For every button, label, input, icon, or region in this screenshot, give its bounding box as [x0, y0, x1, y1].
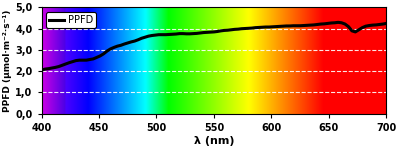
Y-axis label: PPFD (μmol·m⁻²·s⁻¹): PPFD (μmol·m⁻²·s⁻¹): [4, 9, 12, 112]
PPFD: [198, 32, 202, 34]
Legend: PPFD: PPFD: [46, 12, 96, 28]
Line: PPFD: PPFD: [42, 22, 386, 70]
PPFD: [39, 69, 44, 71]
PPFD: [280, 25, 285, 27]
PPFD: [298, 25, 302, 27]
PPFD: [125, 42, 130, 44]
PPFD: [246, 27, 251, 29]
X-axis label: λ (nm): λ (nm): [194, 136, 234, 146]
PPFD: [336, 21, 340, 23]
PPFD: [384, 22, 389, 24]
PPFD: [63, 63, 68, 65]
